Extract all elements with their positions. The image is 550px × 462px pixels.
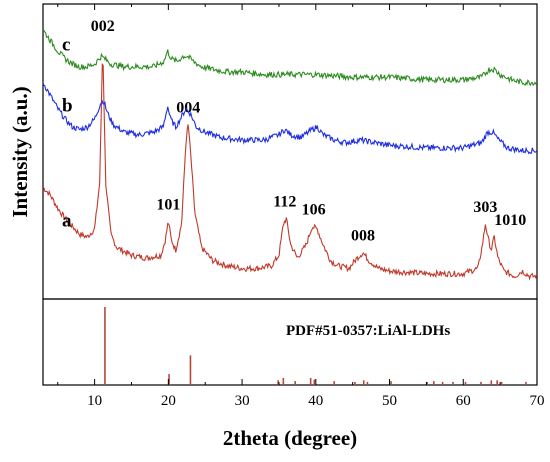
x-tick-label: 60	[456, 393, 471, 409]
peak-label-101: 101	[156, 196, 180, 213]
peak-label-1010: 1010	[494, 212, 526, 229]
reference-sticks	[104, 307, 527, 385]
series-tag-c: c	[62, 35, 70, 56]
x-tick-label: 70	[530, 393, 545, 409]
x-tick-label: 20	[161, 393, 176, 409]
reference-plot-frame	[42, 298, 538, 386]
x-tick-label: 10	[87, 393, 102, 409]
x-tick-label: 30	[235, 393, 250, 409]
peak-label-004: 004	[176, 99, 200, 116]
x-axis-title: 2theta (degree)	[223, 426, 357, 450]
series-line-b	[42, 82, 538, 155]
peak-label-112: 112	[273, 194, 296, 211]
x-tick-label: 40	[308, 393, 323, 409]
peak-label-106: 106	[302, 202, 326, 219]
x-axis-ticks: 10 20 30 40 50 60 70	[57, 4, 545, 409]
series-tag-b: b	[62, 96, 73, 117]
peak-label-303: 303	[473, 199, 497, 216]
y-axis-title: Intensity (a.u.)	[8, 86, 32, 217]
peak-label-002: 002	[91, 18, 115, 35]
peak-label-008: 008	[351, 228, 375, 245]
reference-annotation: PDF#51-0357:LiAl-LDHs	[286, 323, 450, 339]
series-line-c	[42, 29, 537, 87]
series-line-a	[42, 62, 538, 281]
series-tag-a: a	[62, 210, 72, 231]
upper-plot-frame	[42, 3, 538, 300]
x-tick-label: 50	[382, 393, 397, 409]
